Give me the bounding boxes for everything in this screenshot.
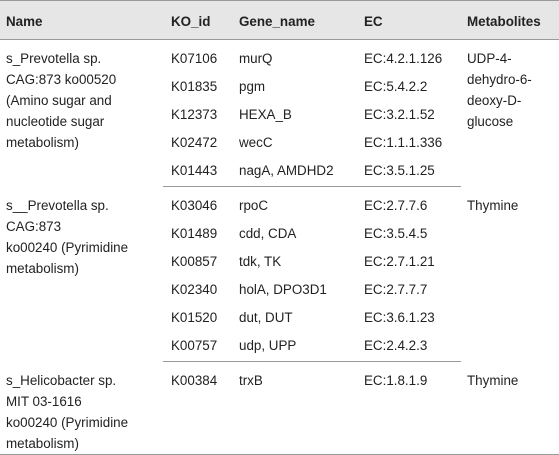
organism-pathway-line: CAG:873 ko00520 [6,72,117,87]
ec-number-cell: EC:1.8.1.9 [358,361,461,455]
header-metabolites: Metabolites [461,0,559,40]
ec-number-cell: EC:2.7.7.7 [364,282,428,297]
organism-pathway-line: CAG:873 [6,218,62,234]
gene-name-cell: dut, DUT [239,310,293,325]
organism-pathway-line: ko00240 (Pyrimidine [6,239,129,255]
gene-name-cell: HEXA_B [239,107,292,122]
metabolite-line: glucose [467,114,514,129]
gene-name-cell: rpoC [239,198,269,213]
table-header: Name KO_id Gene_name EC Metabolites [0,0,559,40]
gene-name-cell: tdk, TK [239,254,282,269]
table-row: K01443 nagA, AMDHD2 EC:3.5.1.25 [0,158,559,187]
ko-id-cell: K01835 [171,79,218,94]
gene-name-cell: udp, UPP [233,333,358,362]
organism-pathway-line: (Amino sugar and [6,93,112,108]
ec-number-cell: EC:5.4.2.2 [364,79,428,94]
gene-name-cell: pgm [239,79,266,94]
metabolite-line: dehydro-6- [467,72,532,87]
ko-id-cell: K00384 [163,361,233,455]
table-row: s__Prevotella sp. CAG:873 ko00240 (Pyrimid… [0,187,559,276]
organism-pathway-line: metabolism) [6,135,79,150]
gene-name-cell: trxB [233,361,358,455]
ec-number-cell: EC:2.4.2.3 [358,333,461,362]
organism-pathway-line: metabolism) [6,435,79,451]
header-ko-id: KO_id [163,0,233,40]
organism-pathway-cell: s_Prevotella sp. CAG:873 ko00520 (Amino su… [0,40,163,187]
table-row: K01520 dut, DUT EC:3.6.1.23 [0,305,559,333]
table-body: s_Prevotella sp. CAG:873 ko00520 (Amino su… [0,40,559,455]
ec-number-cell: EC:3.5.1.25 [358,158,461,187]
table-row: K01835 pgm EC:5.4.2.2 [0,74,559,102]
ec-number-cell: EC:3.6.1.23 [364,310,435,325]
ko-id-cell: K07106 [171,51,218,66]
organism-pathway-line: MIT 03-1616 [6,393,82,409]
table-row: K02340 holA, DPO3D1 EC:2.7.7.7 [0,277,559,305]
gene-name-cell: wecC [239,135,273,150]
header-name: Name [0,0,163,40]
organism-pathway-line: ko00240 (Pyrimidine [6,414,129,430]
ko-id-cell: K12373 [171,107,218,122]
ec-number-cell: EC:2.7.7.6 [364,198,428,213]
table-row: K00757 udp, UPP EC:2.4.2.3 [0,333,559,362]
table-row: s_Helicobacter sp. MIT 03-1616 ko00240 (Py… [0,361,559,455]
ec-number-cell: EC:3.2.1.52 [364,107,435,122]
gene-name-cell: holA, DPO3D1 [239,282,327,297]
ko-id-cell: K02340 [171,282,218,297]
ko-id-cell: K00857 [171,254,218,269]
gene-name-cell: murQ [239,51,273,66]
metabolite-line: deoxy-D- [467,93,522,108]
ko-id-cell: K00757 [163,333,233,362]
metabolite-line: Thymine [467,197,519,213]
organism-pathway-cell: s__Prevotella sp. CAG:873 ko00240 (Pyrimid… [0,187,163,362]
ko-id-cell: K01443 [163,158,233,187]
table-row: K00857 tdk, TK EC:2.7.1.21 [0,249,559,277]
organism-pathway-line: nucleotide sugar [6,114,105,129]
ko-id-cell: K03046 [171,198,218,213]
organism-pathway-line: s_Helicobacter sp. [6,372,117,388]
table-row: K02472 wecC EC:1.1.1.336 [0,130,559,158]
gene-name-cell: cdd, CDA [239,226,297,241]
header-ec: EC [358,0,461,40]
organism-pathway-cell: s_Helicobacter sp. MIT 03-1616 ko00240 (Py… [0,361,163,455]
header-row: Name KO_id Gene_name EC Metabolites [0,0,559,40]
organism-pathway-line: s_Prevotella sp. [6,51,102,66]
gene-name-cell: nagA, AMDHD2 [233,158,358,187]
ko-id-cell: K02472 [171,135,218,150]
ec-number-cell: EC:4.2.1.126 [364,51,443,66]
ec-number-cell: EC:2.7.1.21 [364,254,435,269]
header-gene-name: Gene_name [233,0,358,40]
ec-number-cell: EC:3.5.4.5 [364,226,428,241]
ec-number-cell: EC:1.1.1.336 [364,135,443,150]
table-row: s_Prevotella sp. CAG:873 ko00520 (Amino su… [0,40,559,150]
metabolite-cell: Thymine [461,187,559,362]
organism-pathway-line: s__Prevotella sp. [6,197,109,213]
table-row: K01489 cdd, CDA EC:3.5.4.5 [0,221,559,249]
metabolite-line: Thymine [467,372,519,388]
ko-id-cell: K01520 [171,310,218,325]
table-row: K12373 HEXA_B EC:3.2.1.52 [0,102,559,130]
metabolite-cell: UDP-4- dehydro-6- deoxy-D-glucose [461,40,559,187]
organism-pathway-line: metabolism) [6,260,79,276]
metabolite-line: UDP-4- [467,51,512,66]
ko-id-cell: K01489 [171,226,218,241]
metabolite-cell: Thymine [461,361,559,455]
